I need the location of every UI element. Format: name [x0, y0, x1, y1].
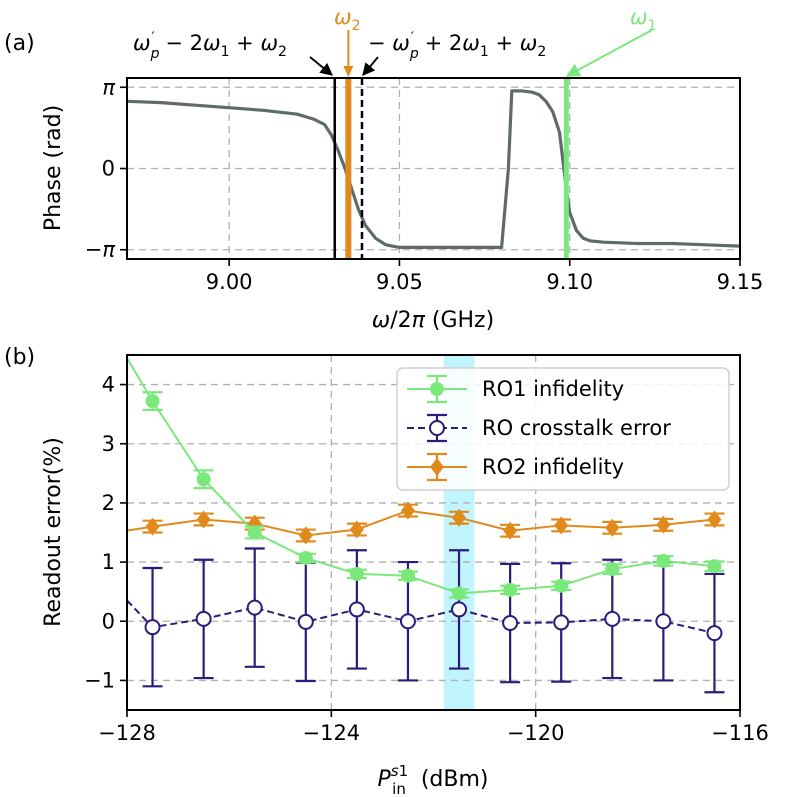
legend-marker	[429, 420, 445, 436]
series-line	[126, 599, 715, 635]
legend-label: RO2 infidelity	[482, 455, 624, 479]
panel-a-xtick-label: 9.15	[717, 270, 764, 294]
panel-b-series	[126, 357, 725, 694]
data-point	[349, 520, 364, 539]
panel-a: (a) 9.00 9.05 9.10 9.15 −π 0 π ω/2π (GHz) Phas…	[4, 5, 763, 333]
panel-b-label: (b)	[4, 345, 35, 370]
data-point	[298, 550, 313, 565]
panel-a-ticks: 9.00 9.05 9.10 9.15 −π 0 π	[85, 75, 764, 294]
legend-label: RO1 infidelity	[482, 377, 624, 401]
data-point	[298, 526, 313, 545]
data-point	[502, 615, 519, 632]
data-point	[656, 553, 671, 568]
panel-b-xtick-label: −116	[711, 721, 769, 745]
panel-b-frame	[126, 354, 741, 711]
data-point	[656, 515, 671, 534]
annotation-right-sideband: − ωp′ + 2ω1 + ω2	[368, 30, 546, 62]
data-point	[144, 619, 161, 636]
data-point	[707, 510, 722, 529]
legend-item: RO2 infidelity	[407, 452, 624, 482]
panel-b-ytick-label: −1	[84, 668, 115, 692]
data-point	[400, 501, 415, 520]
legend-item: RO1 infidelity	[407, 374, 624, 404]
panel-a-grid	[127, 78, 740, 259]
data-point	[706, 625, 723, 642]
data-point	[554, 578, 569, 593]
legend-marker	[430, 458, 444, 476]
panel-b-xtick-label: −120	[507, 721, 565, 745]
data-point	[554, 516, 569, 535]
data-point	[452, 586, 467, 601]
phase-curve	[126, 89, 741, 249]
panel-a-ylabel: Phase (rad)	[41, 105, 66, 231]
panel-a-vlines	[333, 30, 569, 259]
legend-marker	[430, 382, 444, 396]
arrow-right-sideband	[362, 56, 379, 76]
panel-a-label: (a)	[4, 31, 35, 56]
legend-item: RO crosstalk error	[407, 413, 671, 443]
data-point	[297, 613, 314, 630]
data-point	[451, 601, 468, 618]
legend-label: RO crosstalk error	[482, 416, 671, 440]
arrow-left-sideband	[309, 56, 333, 76]
data-point	[195, 610, 212, 627]
data-point	[399, 613, 416, 630]
panel-a-xlabel: ω/2π (GHz)	[372, 308, 494, 333]
arrow-omega1	[565, 29, 653, 77]
data-point	[605, 562, 620, 577]
data-point	[246, 599, 263, 616]
panel-b-ticks: −128 −124 −120 −116 −1 0 1 2 3 4	[84, 373, 769, 745]
data-point	[452, 508, 467, 527]
panel-b-ylabel: Readout error(%)	[41, 437, 66, 627]
panel-a-series	[126, 89, 741, 249]
series-ro1-infidelity	[126, 357, 725, 601]
panel-b-ytick-label: 4	[102, 373, 115, 397]
data-point	[553, 614, 570, 631]
panel-b-ytick-label: 1	[102, 550, 115, 574]
arrow-omega2-head	[343, 66, 354, 77]
series-ro-crosstalk-error	[126, 547, 725, 694]
annotation-omega2: ω2	[334, 5, 361, 34]
data-point	[503, 582, 518, 597]
series-ro2-infidelity	[126, 501, 725, 545]
annotation-left-sideband: ωp′ − 2ω1 + ω2	[133, 30, 287, 62]
panel-b-ytick-label: 0	[102, 609, 115, 633]
panel-b-ytick-label: 3	[102, 432, 115, 456]
panel-a-xtick-label: 9.05	[376, 270, 423, 294]
legend-box	[396, 367, 730, 491]
data-point	[247, 525, 262, 540]
data-point	[349, 566, 364, 581]
data-point	[655, 613, 672, 630]
panel-a-ytick-label: −π	[85, 238, 116, 262]
annotation-omega1: ω1	[630, 5, 657, 34]
data-point	[145, 517, 160, 536]
data-point	[145, 394, 160, 409]
panel-b-ytick-label: 2	[102, 491, 115, 515]
data-point	[604, 610, 621, 627]
data-point	[348, 601, 365, 618]
panel-b-xtick-label: −128	[98, 721, 156, 745]
data-point	[196, 510, 211, 529]
panel-b-xtick-label: −124	[302, 721, 360, 745]
series-line	[126, 509, 715, 537]
data-point	[707, 559, 722, 574]
panel-b-xlabel: Ps1 in (dBm)	[378, 762, 489, 797]
data-point	[400, 568, 415, 583]
legend: RO1 infidelity RO crosstalk error RO2 infi…	[396, 367, 730, 491]
data-point	[605, 518, 620, 537]
panel-a-ytick-label: π	[102, 75, 115, 99]
data-point	[503, 521, 518, 540]
panel-a-xtick-label: 9.10	[546, 270, 593, 294]
panel-a-xtick-label: 9.00	[206, 270, 253, 294]
data-point	[196, 472, 211, 487]
panel-a-ytick-label: 0	[102, 157, 115, 181]
